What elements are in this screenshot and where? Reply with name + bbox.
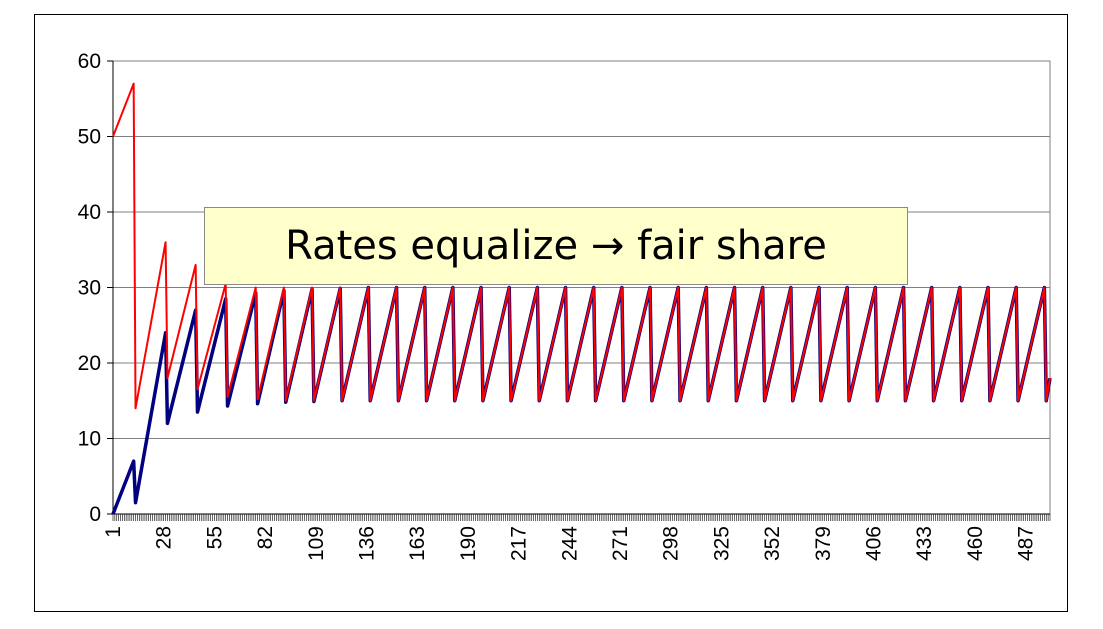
y-tick-label: 60	[78, 50, 101, 73]
x-tick-label: 379	[812, 526, 835, 561]
x-tick-marks	[112, 514, 1051, 521]
series-line-red	[112, 82, 1051, 410]
x-tick-label: 82	[254, 526, 277, 549]
y-tick-label: 10	[78, 428, 101, 451]
axes: 0 10 20 30 40 50 60 1 28 55 82 109 136 163 190 217 244 27…	[78, 50, 1051, 561]
x-tick-label: 406	[862, 526, 885, 561]
x-tick-label: 136	[355, 526, 378, 561]
x-tick-label: 163	[406, 526, 429, 561]
x-tick-label: 1	[102, 526, 125, 538]
y-tick-label: 50	[78, 126, 101, 149]
x-tick-label: 298	[660, 526, 683, 561]
x-tick-label: 217	[508, 526, 531, 561]
x-tick-label: 109	[305, 526, 328, 561]
x-tick-label: 487	[1015, 526, 1038, 561]
x-tick-label: 325	[710, 526, 733, 561]
annotation-callout: Rates equalize → fair share	[204, 207, 908, 285]
chart-frame	[34, 14, 1068, 612]
y-tick-label: 20	[78, 352, 101, 375]
y-tick-label: 30	[78, 277, 101, 300]
x-tick-label: 460	[964, 526, 987, 561]
series-line-blue	[111, 285, 1052, 515]
series-lines	[111, 82, 1052, 515]
y-tick-label: 40	[78, 201, 101, 224]
x-tick-label: 55	[203, 526, 226, 549]
x-tick-label: 433	[913, 526, 936, 561]
x-tick-label: 352	[761, 526, 784, 561]
x-tick-label: 190	[457, 526, 480, 561]
x-tick-label: 28	[153, 526, 176, 549]
gridlines	[113, 136, 1050, 439]
y-tick-label: 0	[89, 503, 101, 526]
x-tick-label: 271	[609, 526, 632, 561]
x-tick-label: 244	[558, 526, 581, 561]
